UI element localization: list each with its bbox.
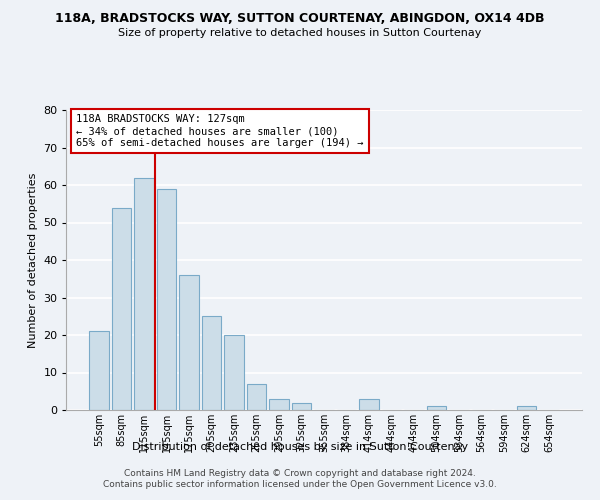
Bar [517,406,536,410]
Y-axis label: Number of detached properties: Number of detached properties [28,172,38,348]
Bar [269,399,289,410]
Bar [134,178,154,410]
Bar [247,384,266,410]
Text: Size of property relative to detached houses in Sutton Courtenay: Size of property relative to detached ho… [118,28,482,38]
Text: 118A BRADSTOCKS WAY: 127sqm
← 34% of detached houses are smaller (100)
65% of se: 118A BRADSTOCKS WAY: 127sqm ← 34% of det… [76,114,364,148]
Bar [427,406,446,410]
Bar [292,402,311,410]
Text: Contains public sector information licensed under the Open Government Licence v3: Contains public sector information licen… [103,480,497,489]
Bar [202,316,221,410]
Text: 118A, BRADSTOCKS WAY, SUTTON COURTENAY, ABINGDON, OX14 4DB: 118A, BRADSTOCKS WAY, SUTTON COURTENAY, … [55,12,545,26]
Bar [179,275,199,410]
Bar [112,208,131,410]
Bar [89,331,109,410]
Bar [224,335,244,410]
Bar [157,188,176,410]
Bar [359,399,379,410]
Text: Contains HM Land Registry data © Crown copyright and database right 2024.: Contains HM Land Registry data © Crown c… [124,468,476,477]
Text: Distribution of detached houses by size in Sutton Courtenay: Distribution of detached houses by size … [132,442,468,452]
